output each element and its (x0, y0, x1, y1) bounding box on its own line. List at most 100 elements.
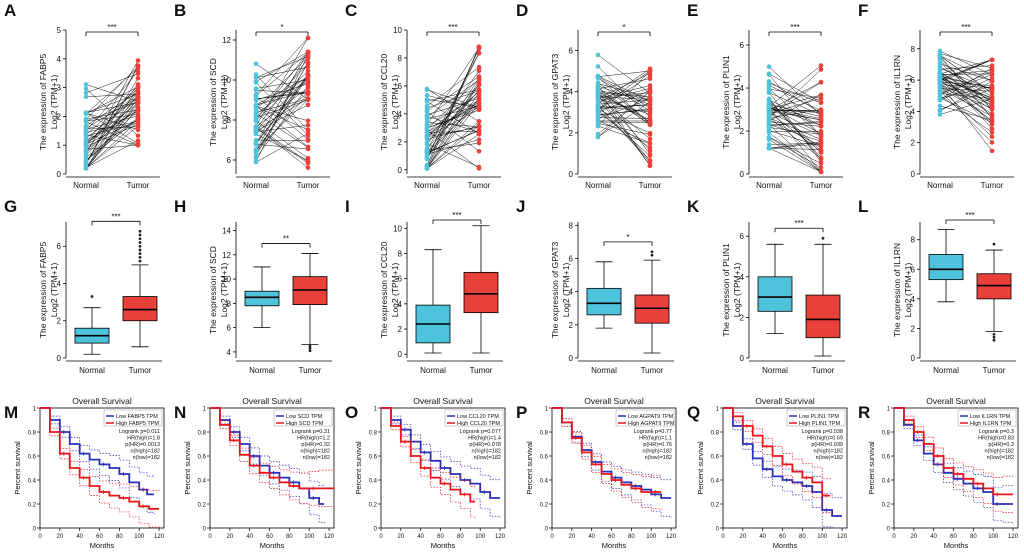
pair-line (255, 51, 309, 144)
normal-point (595, 83, 601, 88)
y-tick-label: 4 (569, 88, 574, 97)
ylabel-bottom: Log2 (TPM+1) (49, 75, 59, 130)
tumor-point (647, 95, 653, 101)
tumor-point (647, 102, 653, 107)
tumor-point (476, 87, 482, 92)
tumor-point (818, 169, 824, 175)
normal-point (253, 86, 259, 91)
y-axis-label: Percent survival (696, 441, 705, 495)
tumor-point (305, 49, 311, 55)
normal-point (595, 88, 601, 94)
tumor-box (805, 294, 841, 339)
y-tick-label: 10 (222, 275, 231, 284)
pair-line (597, 75, 651, 102)
x-tick-label: Normal (79, 366, 105, 375)
y-tick-label: 0 (203, 527, 207, 533)
normal-point (253, 141, 259, 147)
sig-stars: *** (448, 23, 457, 32)
normal-point (424, 87, 430, 93)
tumor-point (647, 148, 653, 154)
tumor-point (989, 122, 995, 127)
pair-line (939, 66, 993, 97)
pair-line (597, 77, 651, 112)
y-tick-label: 0 (33, 527, 37, 533)
tumor-point (305, 145, 311, 150)
y-tick-label: 0.6 (369, 455, 378, 461)
y-tick-label: 4 (740, 273, 745, 282)
normal-point (766, 79, 772, 84)
normal-point (937, 78, 943, 83)
tumor-outlier (138, 248, 142, 252)
tumor-outlier (138, 241, 142, 244)
panel-B: B The expression of SCD Log2 (TPM+1) 6 8 10 12… (174, 1, 330, 190)
stats-text: HR(high)=1.4 (468, 436, 501, 442)
panel-C: C The expression of CCL20 Log2 (TPM+1) 0 2 4 6… (345, 1, 501, 190)
normal-point (253, 111, 259, 116)
pair-line (85, 93, 139, 98)
stats-text: Logrank p=0.31 (292, 429, 330, 435)
normal-point (83, 82, 89, 87)
pair-line (597, 83, 651, 99)
ci-lower (381, 407, 476, 519)
normal-point (424, 103, 430, 109)
x-tick-label: 120 (495, 534, 506, 540)
tumor-point (818, 63, 824, 68)
tumor-outlier (821, 236, 825, 240)
pair-line (597, 99, 651, 105)
y-tick-label: 3 (57, 84, 62, 93)
x-tick-label: Normal (591, 366, 617, 375)
pair-line (768, 124, 822, 173)
normal-point (766, 142, 772, 147)
x-tick-label: 0 (379, 534, 383, 540)
tumor-outlier (992, 338, 996, 342)
tumor-point (818, 123, 824, 128)
pair-line (768, 148, 822, 173)
pair-line (768, 122, 822, 125)
ylabel-top: The expression of IL1RN (892, 243, 902, 337)
pair-line (939, 77, 993, 99)
pair-line (939, 59, 993, 83)
normal-point (937, 66, 943, 71)
panel-J: J The expression of GPAT3 Log2 (TPM+1) 0 2 4 6… (516, 197, 674, 375)
y-tick-label: 0.6 (711, 455, 720, 461)
tumor-point (647, 158, 653, 163)
normal-point (595, 112, 601, 117)
tumor-point (647, 76, 653, 82)
normal-point (595, 123, 601, 129)
x-axis-label: Months (431, 541, 456, 550)
pair-line (939, 105, 993, 121)
tumor-point (476, 140, 482, 146)
x-tick-label: 40 (930, 534, 937, 540)
y-tick-label: 0.4 (198, 479, 207, 485)
stats-text: n(low)=182 (816, 455, 843, 461)
normal-point (83, 139, 89, 145)
panel-Q: Q Overall Survival 0 0.2 0.4 0.6 0.8 1 0 20 40 60 80… (687, 396, 848, 550)
panel-D: D The expression of GPAT3 Log2 (TPM+1) 0 2 4 6… (516, 1, 672, 190)
survival-line (210, 407, 334, 490)
normal-point (766, 103, 772, 109)
tumor-point (647, 140, 653, 146)
tumor-point (989, 113, 995, 118)
y-tick-label: 0.6 (540, 455, 549, 461)
tumor-point (476, 96, 482, 101)
pair-line (255, 105, 309, 147)
normal-point (766, 145, 772, 151)
ylabel-top: The expression of FABP5 (38, 242, 48, 339)
panel-E: E The expression of PLIN1 Log2 (TPM+1) 0 2 4 6… (687, 1, 843, 190)
tumor-outlier (138, 244, 142, 248)
tumor-point (647, 151, 653, 157)
y-axis-label: Percent survival (525, 441, 534, 495)
normal-point (83, 132, 89, 138)
y-tick-label: 12 (222, 251, 231, 260)
x-tick-label: 40 (417, 534, 424, 540)
y-tick-label: 0 (887, 527, 891, 533)
x-tick-label: 20 (910, 534, 917, 540)
pair-line (85, 97, 139, 129)
pair-line (255, 63, 309, 100)
tumor-point (476, 82, 482, 88)
ci-lower (894, 407, 1014, 524)
normal-point (83, 128, 89, 134)
pair-line (768, 130, 822, 147)
tumor-point (818, 79, 824, 85)
tumor-point (989, 130, 995, 135)
